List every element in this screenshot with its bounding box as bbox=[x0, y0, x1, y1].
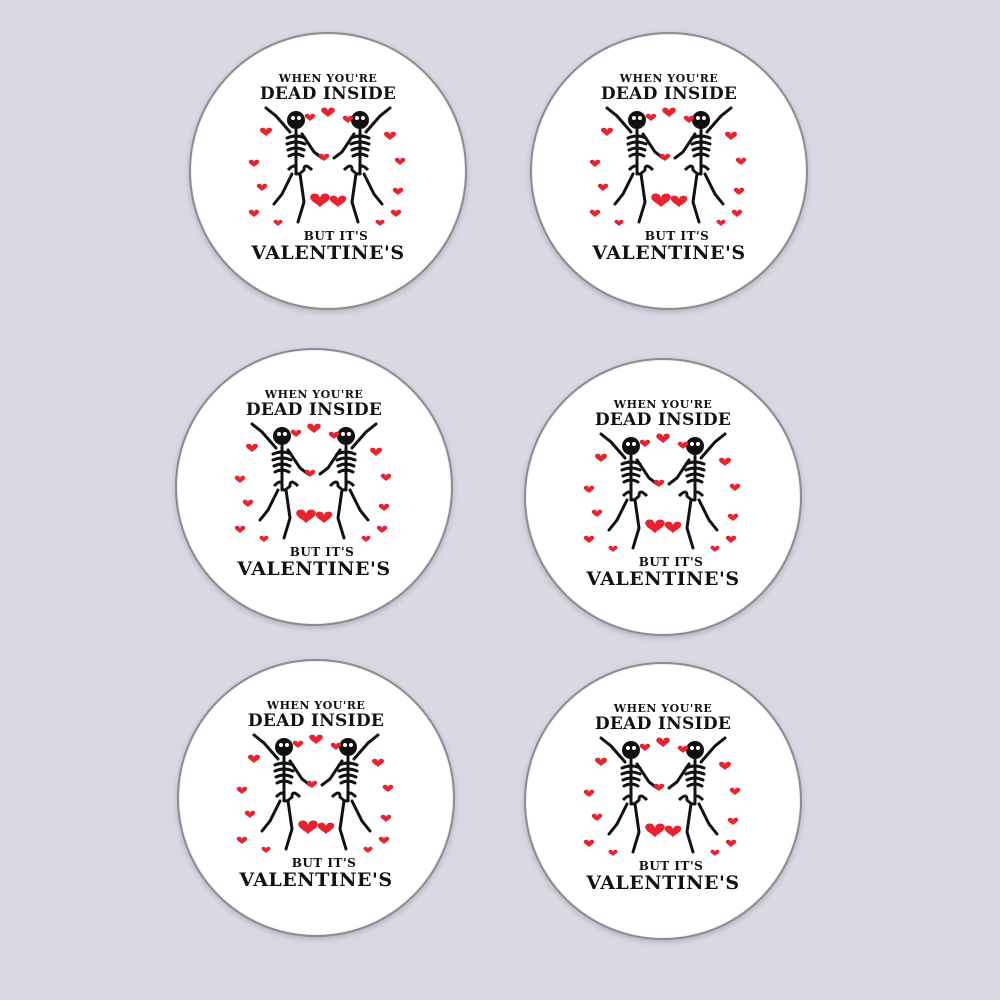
coaster-text-line1: WHEN YOU'RE bbox=[278, 72, 378, 85]
coaster-text-line3: BUT IT'S bbox=[291, 856, 357, 870]
coaster-text-line1: WHEN YOU'RE bbox=[619, 72, 719, 85]
coaster-text-line3: BUT IT'S bbox=[638, 859, 704, 873]
coaster-text-line3: BUT IT'S bbox=[303, 229, 369, 243]
coaster-text-line2: DEAD INSIDE bbox=[247, 711, 385, 731]
coaster-4: WHEN YOU'RE DEAD INSIDE bbox=[524, 358, 802, 636]
coaster-text-line4: VALENTINE'S bbox=[586, 568, 740, 590]
dancing-skeletons-illustration bbox=[248, 102, 408, 234]
coaster-text-line3: BUT IT'S bbox=[289, 545, 355, 559]
coaster-6: WHEN YOU'RE DEAD INSIDE bbox=[524, 662, 802, 940]
coaster-5: WHEN YOU'RE DEAD INSIDE bbox=[177, 659, 455, 937]
coaster-text-line2: DEAD INSIDE bbox=[594, 410, 732, 430]
dancing-skeletons-illustration bbox=[583, 732, 743, 864]
coaster-text-line4: VALENTINE'S bbox=[239, 869, 393, 891]
coaster-1: WHEN YOU'RE DEAD INSIDE bbox=[189, 32, 467, 310]
coaster-3: WHEN YOU'RE DEAD INSIDE bbox=[175, 348, 453, 626]
coaster-text-line1: WHEN YOU'RE bbox=[264, 388, 364, 401]
dancing-skeletons-illustration bbox=[589, 102, 749, 234]
skeletons-svg bbox=[583, 432, 741, 553]
coaster-text-line2: DEAD INSIDE bbox=[600, 84, 738, 104]
skeletons-svg bbox=[248, 106, 406, 227]
coaster-text-line3: BUT IT'S bbox=[638, 555, 704, 569]
coaster-text-line4: VALENTINE'S bbox=[592, 242, 746, 264]
coaster-text-line2: DEAD INSIDE bbox=[594, 714, 732, 734]
coaster-text-line2: DEAD INSIDE bbox=[259, 84, 397, 104]
coaster-text-line4: VALENTINE'S bbox=[586, 872, 740, 894]
skeletons-svg bbox=[236, 733, 394, 854]
coaster-text-line1: WHEN YOU'RE bbox=[266, 699, 366, 712]
coaster-text-line2: DEAD INSIDE bbox=[245, 400, 383, 420]
dancing-skeletons-illustration bbox=[583, 428, 743, 560]
coaster-text-line1: WHEN YOU'RE bbox=[613, 702, 713, 715]
coaster-text-line3: BUT IT'S bbox=[644, 229, 710, 243]
coaster-2: WHEN YOU'RE DEAD INSIDE bbox=[530, 32, 808, 310]
skeletons-svg bbox=[234, 422, 392, 543]
coaster-text-line4: VALENTINE'S bbox=[237, 558, 391, 580]
skeletons-svg bbox=[583, 736, 741, 857]
skeletons-svg bbox=[589, 106, 747, 227]
dancing-skeletons-illustration bbox=[236, 729, 396, 861]
coaster-text-line1: WHEN YOU'RE bbox=[613, 398, 713, 411]
dancing-skeletons-illustration bbox=[234, 418, 394, 550]
coaster-text-line4: VALENTINE'S bbox=[251, 242, 405, 264]
